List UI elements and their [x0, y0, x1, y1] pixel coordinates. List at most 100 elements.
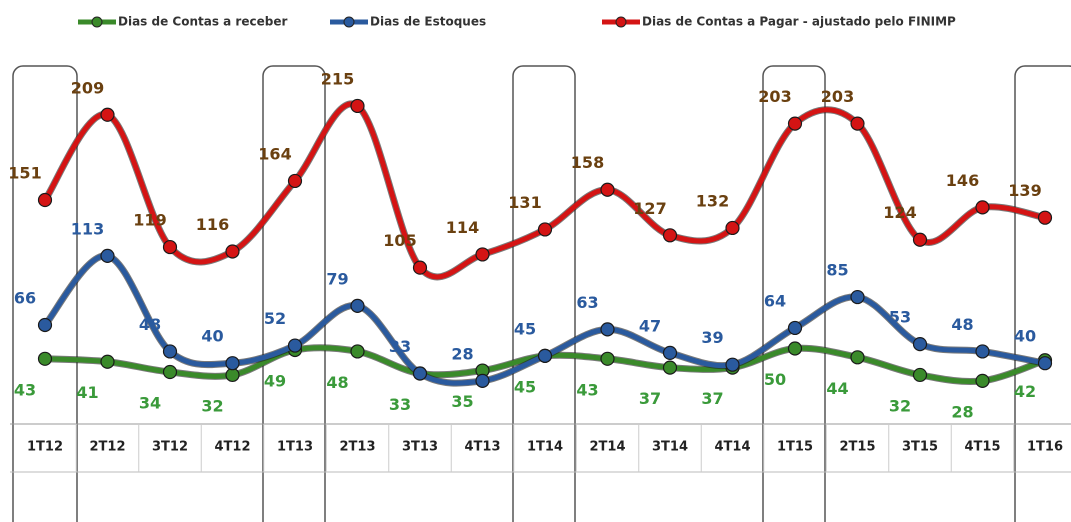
legend-marker [615, 16, 627, 28]
x-tick-label: 3T14 [652, 440, 688, 455]
x-tick-label: 1T14 [527, 440, 563, 455]
legend-marker [343, 16, 355, 28]
x-tick-label: 3T13 [402, 440, 438, 455]
x-tick-label: 4T14 [714, 440, 750, 455]
point [1037, 356, 1053, 371]
data-label: 41 [76, 383, 98, 402]
x-tick-label: 4T15 [964, 440, 1000, 455]
data-label: 49 [264, 371, 286, 390]
data-label: 33 [389, 337, 411, 356]
point [412, 366, 428, 381]
data-label: 47 [639, 316, 661, 335]
point [537, 348, 553, 363]
data-label: 40 [1014, 327, 1036, 346]
x-tick-label: 4T13 [464, 440, 500, 455]
data-label: 203 [758, 87, 791, 106]
data-label: 35 [451, 392, 473, 411]
point [662, 345, 678, 361]
point [350, 98, 365, 114]
data-label: 33 [389, 395, 411, 414]
point [412, 260, 428, 275]
data-label: 215 [321, 69, 354, 88]
point [912, 367, 928, 383]
point [100, 248, 115, 263]
data-label: 158 [571, 153, 604, 172]
data-label: 39 [701, 328, 723, 347]
data-label: 48 [951, 315, 973, 334]
data-label: 42 [1014, 382, 1036, 401]
data-label: 66 [14, 288, 36, 307]
data-label: 32 [201, 396, 223, 415]
data-label: 28 [951, 402, 973, 421]
data-label: 114 [446, 218, 479, 237]
x-tick-label: 2T13 [339, 440, 375, 455]
point [975, 373, 990, 388]
point [37, 317, 53, 333]
data-label: 43 [14, 380, 36, 399]
data-label: 116 [196, 215, 229, 234]
data-label: 119 [133, 211, 166, 230]
point [37, 351, 53, 366]
data-label: 48 [139, 315, 161, 334]
data-label: 85 [826, 261, 848, 280]
point [850, 289, 865, 305]
data-label: 48 [326, 373, 348, 392]
x-tick-label: 2T14 [589, 440, 625, 455]
point [287, 338, 303, 353]
data-label: 50 [764, 370, 786, 389]
legend-label: Dias de Contas a receber [118, 15, 287, 29]
point [850, 350, 865, 365]
point [725, 220, 740, 236]
legend-label: Dias de Estoques [370, 15, 486, 29]
highlight-box [262, 65, 326, 522]
point [850, 116, 865, 131]
data-label: 132 [696, 191, 729, 210]
data-label: 113 [71, 219, 104, 238]
series-line-shadow [42, 100, 1046, 281]
data-label: 40 [201, 327, 223, 346]
data-label: 79 [326, 269, 348, 288]
data-label: 209 [71, 78, 104, 97]
data-label: 63 [576, 293, 598, 312]
point [787, 341, 803, 356]
point [975, 344, 990, 359]
x-tick-label: 4T12 [214, 440, 250, 455]
point [162, 344, 178, 359]
data-label: 52 [264, 309, 286, 328]
x-tick-label: 3T15 [902, 440, 938, 455]
point [600, 322, 615, 337]
x-tick-label: 1T13 [277, 440, 313, 455]
data-label: 146 [946, 171, 979, 190]
point [662, 360, 678, 375]
data-label: 139 [1008, 181, 1041, 200]
point [537, 222, 553, 237]
point [350, 344, 365, 359]
point [37, 192, 53, 208]
data-label: 43 [576, 380, 598, 399]
point [225, 367, 240, 383]
point [225, 356, 240, 371]
point [912, 336, 928, 352]
data-label: 45 [514, 319, 536, 338]
point [225, 244, 240, 259]
point [912, 232, 928, 247]
point [287, 173, 303, 189]
point [600, 351, 615, 366]
legend-label: Dias de Contas a Pagar - ajustado pelo F… [642, 15, 956, 29]
data-label: 124 [883, 203, 916, 222]
data-label: 64 [764, 291, 786, 310]
point [100, 107, 115, 122]
point [162, 239, 178, 255]
x-tick-label: 1T15 [777, 440, 813, 455]
highlight-boxes [12, 65, 1071, 522]
point [100, 354, 115, 369]
series-line [42, 101, 1046, 280]
data-label: 164 [258, 144, 291, 163]
point [600, 182, 615, 197]
point [162, 364, 178, 380]
data-label: 37 [701, 389, 723, 408]
point [975, 200, 990, 215]
data-label: 32 [889, 396, 911, 415]
data-label: 37 [639, 389, 661, 408]
